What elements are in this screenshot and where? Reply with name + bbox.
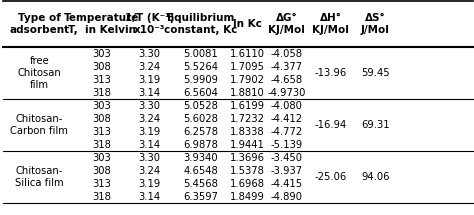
- Text: 303: 303: [92, 100, 111, 111]
- Text: -4.415: -4.415: [271, 178, 303, 189]
- Text: 6.3597: 6.3597: [183, 192, 218, 201]
- Text: 5.0528: 5.0528: [183, 100, 218, 111]
- Text: 3.19: 3.19: [138, 126, 161, 137]
- Text: 1.8499: 1.8499: [230, 192, 264, 201]
- Text: -4.058: -4.058: [271, 49, 302, 58]
- Text: 1.6199: 1.6199: [229, 100, 265, 111]
- Text: -4.9730: -4.9730: [267, 88, 306, 98]
- Text: -3.937: -3.937: [271, 166, 303, 175]
- Text: 3.24: 3.24: [139, 114, 161, 123]
- Text: 6.5604: 6.5604: [183, 88, 218, 98]
- Text: 1.6968: 1.6968: [230, 178, 264, 189]
- Text: 1.8810: 1.8810: [230, 88, 264, 98]
- Text: Type of
adsorbent: Type of adsorbent: [9, 13, 69, 35]
- Text: -3.450: -3.450: [271, 152, 302, 163]
- Text: -16.94: -16.94: [314, 120, 346, 130]
- Text: 5.5264: 5.5264: [183, 61, 218, 72]
- Text: -4.377: -4.377: [271, 61, 303, 72]
- Text: 1.7095: 1.7095: [230, 61, 264, 72]
- Text: 6.2578: 6.2578: [183, 126, 218, 137]
- Text: Temperature
T,  in Kelvin: Temperature T, in Kelvin: [64, 13, 139, 35]
- Text: -25.06: -25.06: [314, 172, 346, 182]
- Text: 313: 313: [92, 126, 111, 137]
- Text: 3.30: 3.30: [139, 49, 161, 58]
- Text: 308: 308: [92, 166, 111, 175]
- Text: 303: 303: [92, 49, 111, 58]
- Text: 3.24: 3.24: [139, 166, 161, 175]
- Text: 1.3696: 1.3696: [230, 152, 264, 163]
- Text: 318: 318: [92, 192, 111, 201]
- Text: 3.19: 3.19: [138, 75, 161, 84]
- Text: 69.31: 69.31: [361, 120, 390, 130]
- Text: free
Chitosan
film: free Chitosan film: [18, 56, 61, 91]
- Text: 1.9441: 1.9441: [230, 140, 264, 149]
- Text: 3.24: 3.24: [139, 61, 161, 72]
- Text: 318: 318: [92, 88, 111, 98]
- Text: -4.890: -4.890: [271, 192, 302, 201]
- Text: 5.0081: 5.0081: [183, 49, 218, 58]
- Text: 5.4568: 5.4568: [183, 178, 218, 189]
- Text: 318: 318: [92, 140, 111, 149]
- Text: Equilibrium
constant, Kc: Equilibrium constant, Kc: [164, 13, 237, 35]
- Text: 3.14: 3.14: [139, 192, 161, 201]
- Text: 308: 308: [92, 61, 111, 72]
- Text: Chitosan-
Silica film: Chitosan- Silica film: [15, 166, 64, 188]
- Text: -13.96: -13.96: [314, 68, 346, 78]
- Text: 303: 303: [92, 152, 111, 163]
- Text: -4.412: -4.412: [271, 114, 303, 123]
- Text: 3.19: 3.19: [138, 178, 161, 189]
- Text: -4.658: -4.658: [271, 75, 303, 84]
- Text: 1.7902: 1.7902: [230, 75, 264, 84]
- Text: 94.06: 94.06: [361, 172, 390, 182]
- Text: 313: 313: [92, 178, 111, 189]
- Text: ln Kc: ln Kc: [233, 19, 262, 29]
- Text: 4.6548: 4.6548: [183, 166, 218, 175]
- Text: ΔH°
KJ/Mol: ΔH° KJ/Mol: [312, 13, 349, 35]
- Text: 3.30: 3.30: [139, 100, 161, 111]
- Text: Chitosan-
Carbon film: Chitosan- Carbon film: [10, 114, 68, 136]
- Text: -4.080: -4.080: [271, 100, 302, 111]
- Text: 3.30: 3.30: [139, 152, 161, 163]
- Text: 5.9909: 5.9909: [183, 75, 218, 84]
- Text: 59.45: 59.45: [361, 68, 390, 78]
- Text: 3.14: 3.14: [139, 88, 161, 98]
- Text: 1.5378: 1.5378: [230, 166, 264, 175]
- Text: 1.8338: 1.8338: [230, 126, 264, 137]
- Text: -4.772: -4.772: [271, 126, 303, 137]
- Text: 1.6110: 1.6110: [230, 49, 264, 58]
- Text: 1.7232: 1.7232: [230, 114, 264, 123]
- Text: ΔG°
KJ/Mol: ΔG° KJ/Mol: [268, 13, 305, 35]
- Text: -5.139: -5.139: [271, 140, 303, 149]
- Text: 3.9340: 3.9340: [183, 152, 218, 163]
- Text: 5.6028: 5.6028: [183, 114, 218, 123]
- Text: 3.14: 3.14: [139, 140, 161, 149]
- Text: 1/T (K⁻¹)
x10⁻³: 1/T (K⁻¹) x10⁻³: [125, 13, 174, 35]
- Text: 6.9878: 6.9878: [183, 140, 218, 149]
- Text: ΔS°
J/Mol: ΔS° J/Mol: [361, 13, 390, 35]
- Text: 308: 308: [92, 114, 111, 123]
- Text: 313: 313: [92, 75, 111, 84]
